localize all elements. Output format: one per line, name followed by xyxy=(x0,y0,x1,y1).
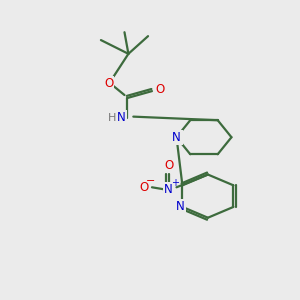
Text: N: N xyxy=(176,200,185,213)
Text: N: N xyxy=(164,183,173,196)
Text: N: N xyxy=(173,131,182,144)
Text: O: O xyxy=(155,82,164,96)
Text: −: − xyxy=(146,176,156,186)
Text: N: N xyxy=(172,131,181,144)
Text: N: N xyxy=(117,111,126,124)
Text: O: O xyxy=(164,159,173,172)
Text: H: H xyxy=(107,112,116,123)
Text: O: O xyxy=(104,77,113,90)
Text: +: + xyxy=(170,178,178,188)
Text: O: O xyxy=(140,181,149,194)
